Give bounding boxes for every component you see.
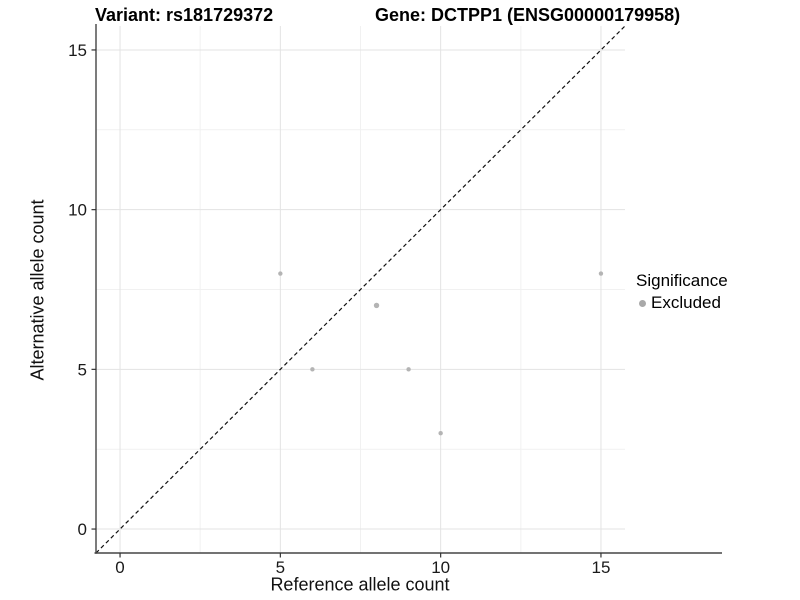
y-axis-title: Alternative allele count — [27, 199, 48, 381]
legend: Significance Excluded — [636, 271, 728, 313]
legend-item-label: Excluded — [651, 293, 721, 312]
y-tick-label: 5 — [78, 360, 87, 379]
variant-title: Variant: rs181729372 — [95, 5, 274, 25]
x-axis-title: Reference allele count — [270, 574, 450, 595]
y-tick-label: 10 — [68, 201, 87, 220]
y-tick-label: 0 — [78, 520, 87, 539]
data-point — [406, 367, 411, 372]
gene-title: Gene: DCTPP1 (ENSG00000179958) — [375, 5, 681, 25]
data-point — [278, 271, 283, 276]
data-point — [373, 302, 380, 309]
legend-point-icon — [639, 299, 646, 307]
data-point — [310, 367, 315, 372]
legend-item-excluded: Excluded — [639, 293, 728, 313]
data-point — [438, 431, 443, 436]
identity-reference-line — [95, 25, 626, 554]
y-tick-label: 15 — [68, 41, 87, 60]
x-tick-label: 15 — [591, 558, 610, 577]
data-point — [598, 271, 604, 276]
x-tick-label: 0 — [115, 558, 124, 577]
x-tick-label: 10 — [431, 558, 450, 577]
legend-title: Significance — [636, 271, 728, 290]
x-tick-label: 5 — [276, 558, 285, 577]
